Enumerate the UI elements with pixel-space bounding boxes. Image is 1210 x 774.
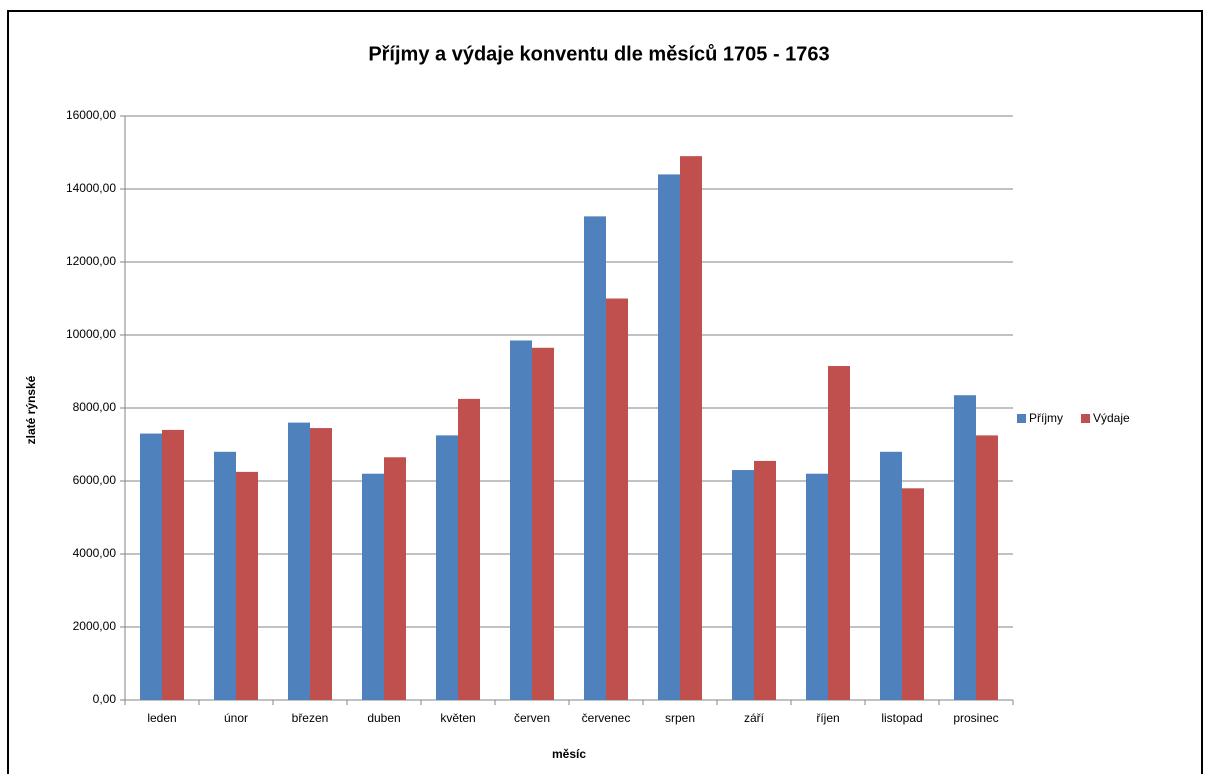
x-tick-label: listopad — [881, 711, 922, 725]
y-tick-label: 8000,00 — [73, 400, 117, 414]
chart-title: Příjmy a výdaje konventu dle měsíců 1705… — [368, 43, 829, 65]
legend-label: Příjmy — [1029, 411, 1063, 425]
y-tick-label: 14000,00 — [66, 181, 116, 195]
y-tick-label: 6000,00 — [73, 473, 117, 487]
x-tick-label: únor — [224, 711, 248, 725]
bar — [584, 216, 606, 700]
x-tick-label: září — [744, 711, 765, 725]
bar — [436, 435, 458, 700]
y-tick-label: 2000,00 — [73, 619, 117, 633]
bar — [732, 470, 754, 700]
legend-swatch — [1081, 414, 1090, 423]
bar — [162, 429, 184, 700]
legend-label: Výdaje — [1093, 411, 1130, 425]
bar — [214, 451, 236, 700]
bar — [532, 347, 554, 700]
bar — [680, 156, 702, 700]
bar — [806, 473, 828, 700]
bar — [510, 340, 532, 700]
x-axis-title: měsíc — [552, 747, 586, 761]
bar — [310, 428, 332, 700]
bar — [606, 298, 628, 700]
x-tick-label: březen — [292, 711, 329, 725]
x-tick-label: prosinec — [953, 711, 998, 725]
y-tick-label: 10000,00 — [66, 327, 116, 341]
bar — [754, 460, 776, 700]
bar — [658, 174, 680, 700]
x-tick-label: srpen — [665, 711, 695, 725]
y-tick-label: 16000,00 — [66, 108, 116, 122]
x-tick-label: leden — [147, 711, 176, 725]
y-tick-label: 4000,00 — [73, 546, 117, 560]
y-axis-title: zlaté rýnské — [24, 375, 38, 444]
x-tick-label: říjen — [816, 711, 839, 725]
x-tick-label: červenec — [582, 711, 631, 725]
bar — [140, 433, 162, 700]
bar — [384, 457, 406, 700]
bar — [362, 473, 384, 700]
bar — [288, 422, 310, 700]
bar — [236, 471, 258, 700]
y-tick-label: 0,00 — [93, 692, 117, 706]
bar — [458, 398, 480, 700]
x-tick-label: duben — [367, 711, 400, 725]
y-tick-label: 12000,00 — [66, 254, 116, 268]
x-tick-label: červen — [514, 711, 550, 725]
legend-swatch — [1017, 414, 1026, 423]
x-tick-label: květen — [440, 711, 475, 725]
bar — [828, 366, 850, 700]
bar — [954, 395, 976, 700]
bar — [880, 451, 902, 700]
bar — [976, 435, 998, 700]
bar — [902, 488, 924, 700]
